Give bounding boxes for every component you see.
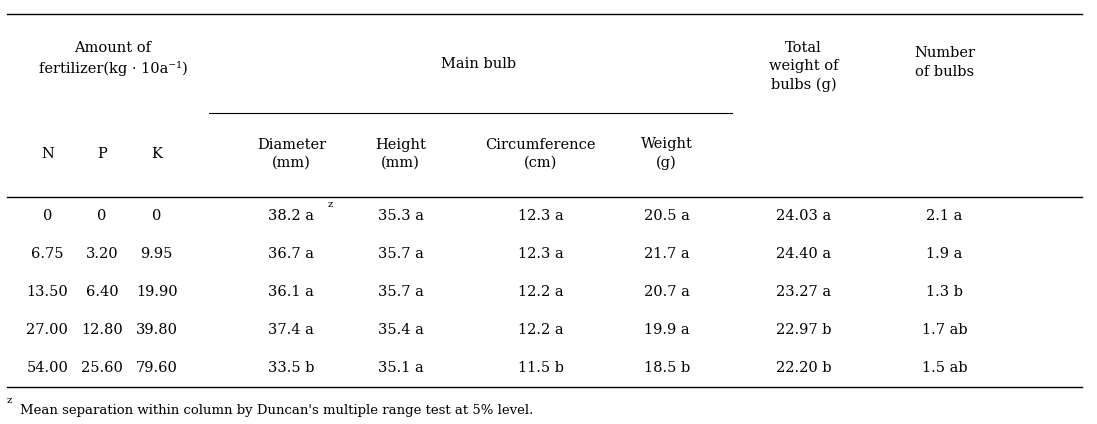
Text: 35.1 a: 35.1 a — [377, 361, 423, 375]
Text: 22.20 b: 22.20 b — [776, 361, 832, 375]
Text: Number
of bulbs: Number of bulbs — [914, 46, 975, 79]
Text: 19.90: 19.90 — [136, 285, 178, 299]
Text: 36.7 a: 36.7 a — [269, 247, 315, 261]
Text: 27.00: 27.00 — [26, 323, 68, 337]
Text: K: K — [151, 147, 162, 161]
Text: 35.7 a: 35.7 a — [377, 285, 423, 299]
Text: N: N — [41, 147, 54, 161]
Text: Amount of
fertilizer(kg · 10a⁻¹): Amount of fertilizer(kg · 10a⁻¹) — [38, 41, 188, 76]
Text: z: z — [328, 200, 333, 209]
Text: z: z — [7, 396, 12, 405]
Text: 33.5 b: 33.5 b — [268, 361, 315, 375]
Text: 22.97 b: 22.97 b — [776, 323, 832, 337]
Text: 11.5 b: 11.5 b — [518, 361, 564, 375]
Text: 20.7 a: 20.7 a — [644, 285, 690, 299]
Text: 1.3 b: 1.3 b — [926, 285, 963, 299]
Text: 1.7 ab: 1.7 ab — [921, 323, 968, 337]
Text: Weight
(g): Weight (g) — [641, 137, 692, 170]
Text: Total
weight of
bulbs (g): Total weight of bulbs (g) — [769, 41, 838, 92]
Text: 12.3 a: 12.3 a — [518, 247, 564, 261]
Text: 38.2 a: 38.2 a — [269, 209, 315, 223]
Text: Diameter
(mm): Diameter (mm) — [257, 138, 326, 170]
Text: 20.5 a: 20.5 a — [644, 209, 690, 223]
Text: 9.95: 9.95 — [140, 247, 173, 261]
Text: Circumference
(cm): Circumference (cm) — [486, 138, 596, 170]
Text: 6.75: 6.75 — [31, 247, 64, 261]
Text: 12.80: 12.80 — [81, 323, 123, 337]
Text: 39.80: 39.80 — [136, 323, 178, 337]
Text: 13.50: 13.50 — [26, 285, 68, 299]
Text: 18.5 b: 18.5 b — [644, 361, 690, 375]
Text: 24.03 a: 24.03 a — [776, 209, 832, 223]
Text: 35.3 a: 35.3 a — [377, 209, 423, 223]
Text: 1.9 a: 1.9 a — [927, 247, 963, 261]
Text: P: P — [98, 147, 106, 161]
Text: 12.3 a: 12.3 a — [518, 209, 564, 223]
Text: 24.40 a: 24.40 a — [776, 247, 832, 261]
Text: 37.4 a: 37.4 a — [269, 323, 315, 337]
Text: 0: 0 — [43, 209, 52, 223]
Text: 35.4 a: 35.4 a — [377, 323, 423, 337]
Text: Height
(mm): Height (mm) — [375, 138, 427, 170]
Text: 21.7 a: 21.7 a — [644, 247, 690, 261]
Text: Main bulb: Main bulb — [441, 56, 517, 70]
Text: 1.5 ab: 1.5 ab — [921, 361, 968, 375]
Text: 36.1 a: 36.1 a — [269, 285, 315, 299]
Text: 6.40: 6.40 — [86, 285, 118, 299]
Text: 35.7 a: 35.7 a — [377, 247, 423, 261]
Text: 19.9 a: 19.9 a — [644, 323, 690, 337]
Text: 12.2 a: 12.2 a — [518, 285, 564, 299]
Text: 25.60: 25.60 — [81, 361, 123, 375]
Text: 0: 0 — [98, 209, 106, 223]
Text: 54.00: 54.00 — [26, 361, 68, 375]
Text: 2.1 a: 2.1 a — [927, 209, 963, 223]
Text: 23.27 a: 23.27 a — [776, 285, 832, 299]
Text: Mean separation within column by Duncan's multiple range test at 5% level.: Mean separation within column by Duncan'… — [20, 404, 533, 417]
Text: 12.2 a: 12.2 a — [518, 323, 564, 337]
Text: 3.20: 3.20 — [86, 247, 118, 261]
Text: 0: 0 — [152, 209, 161, 223]
Text: 79.60: 79.60 — [136, 361, 178, 375]
